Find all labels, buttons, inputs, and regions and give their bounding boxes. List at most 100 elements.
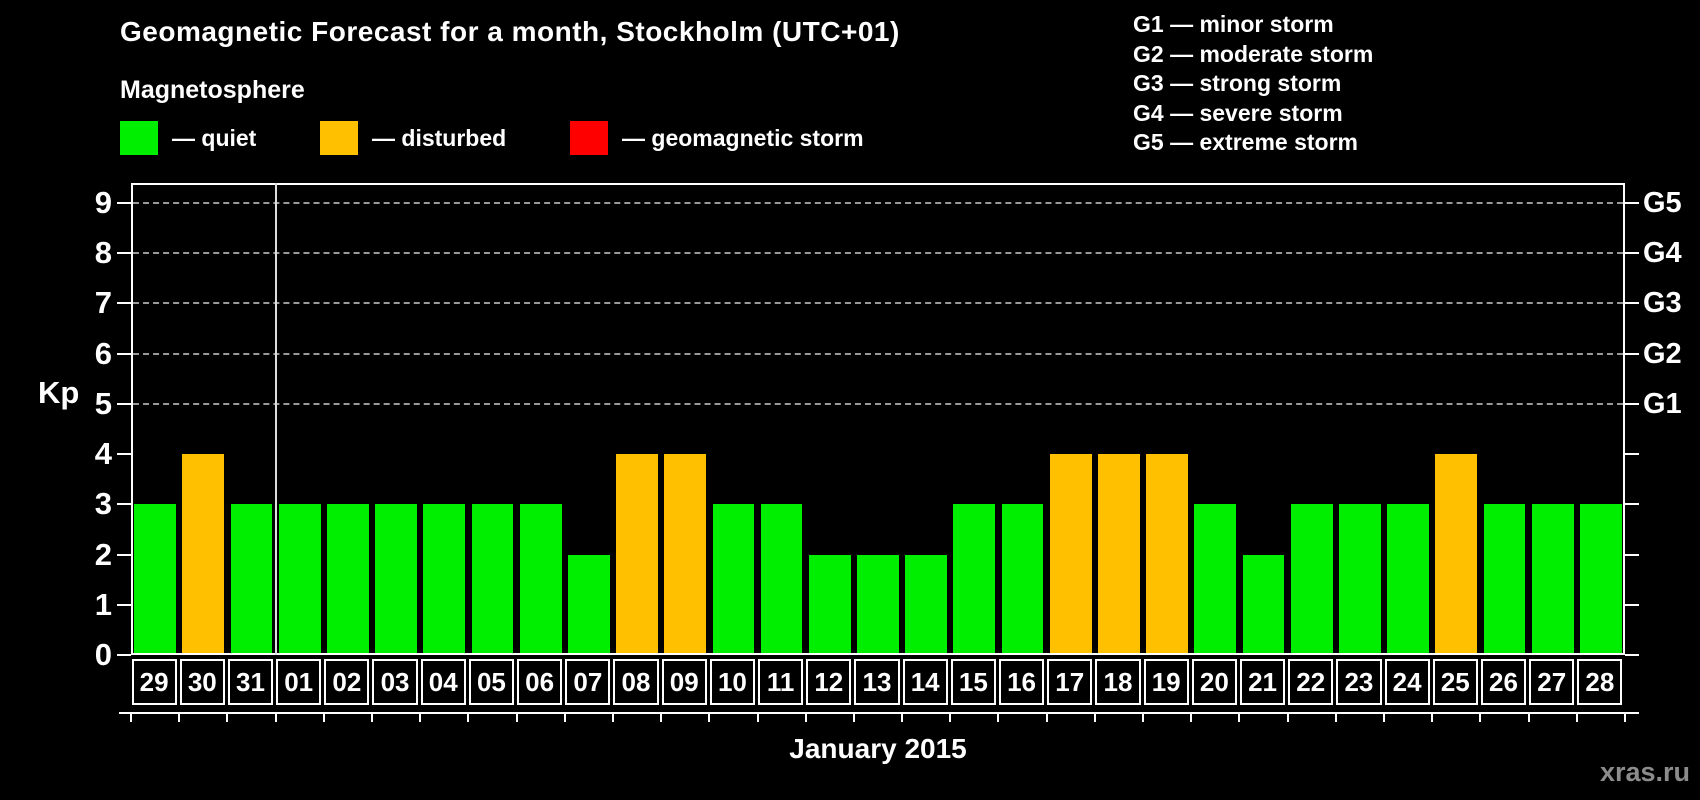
- y-axis-tick-label: 7: [94, 285, 112, 321]
- kp-bar: [519, 504, 562, 653]
- date-cell: 06: [517, 659, 563, 705]
- bottom-axis-tick: [1045, 714, 1048, 722]
- kp-bar: [278, 504, 321, 653]
- month-separator-line: [274, 183, 277, 655]
- date-cell: 24: [1384, 659, 1430, 705]
- date-cell: 18: [1095, 659, 1141, 705]
- y-axis-tick: [117, 603, 131, 606]
- kp-gridline: [133, 352, 1623, 355]
- date-cell: 12: [806, 659, 852, 705]
- kp-bar: [375, 504, 417, 653]
- y-axis-tick: [117, 352, 131, 355]
- bottom-axis-tick: [1431, 714, 1434, 722]
- bottom-axis-tick: [563, 714, 566, 722]
- storm-color-swatch: [570, 121, 608, 155]
- kp-gridline: [133, 302, 1623, 305]
- y-axis-tick: [117, 302, 131, 305]
- date-cell: 01: [276, 659, 322, 705]
- date-cell: 08: [613, 659, 659, 705]
- bottom-axis-tick: [852, 714, 855, 722]
- g-scale-label-g4: G4: [1643, 237, 1682, 270]
- y-axis-tick: [117, 202, 131, 204]
- g-scale-label-g1: G1: [1643, 387, 1682, 420]
- kp-bar: [1290, 504, 1333, 653]
- watermark: xras.ru: [1599, 757, 1690, 787]
- kp-bar: [905, 554, 948, 653]
- date-cell: 02: [324, 659, 370, 705]
- bottom-axis-tick: [274, 714, 277, 722]
- date-cell: 31: [227, 659, 274, 705]
- bottom-axis-tick: [1286, 714, 1289, 722]
- date-cell: 22: [1288, 659, 1334, 705]
- date-cell: 04: [420, 659, 466, 705]
- storm-scale-g2: G2 — moderate storm: [1133, 40, 1374, 67]
- kp-bar: [712, 504, 755, 653]
- date-cell: 27: [1529, 659, 1575, 705]
- bottom-axis-tick: [322, 714, 325, 722]
- legend-label-quiet: — quiet: [172, 124, 257, 151]
- bottom-axis-tick: [660, 714, 663, 722]
- bottom-axis-tick: [1238, 714, 1241, 722]
- bottom-axis-tick: [1575, 714, 1578, 722]
- kp-bar: [1387, 504, 1429, 653]
- right-axis-tick: [1625, 202, 1639, 204]
- storm-scale-g5: G5 — extreme storm: [1133, 129, 1358, 155]
- y-axis-tick-label: 0: [94, 637, 112, 672]
- y-axis-tick-label: 5: [94, 385, 112, 421]
- y-axis-tick: [117, 402, 131, 405]
- date-cell: 25: [1432, 659, 1478, 705]
- kp-bar: [471, 504, 514, 653]
- bottom-axis-tick: [1093, 714, 1096, 722]
- bottom-axis-tick: [178, 714, 181, 722]
- bottom-axis-tick: [756, 714, 759, 722]
- bottom-axis-tick: [419, 714, 422, 722]
- date-cell: 29: [131, 659, 177, 705]
- kp-bar: [230, 504, 273, 653]
- kp-bar: [1483, 504, 1526, 653]
- kp-gridline: [133, 202, 1623, 204]
- bottom-axis-tick: [515, 714, 518, 722]
- bottom-axis-tick: [1383, 714, 1386, 722]
- bottom-axis-tick: [708, 714, 711, 722]
- kp-bar: [1339, 504, 1381, 653]
- kp-bar: [1098, 454, 1140, 653]
- y-axis-tick: [117, 252, 131, 255]
- y-axis-tick-label: 8: [94, 235, 112, 271]
- bottom-axis-tick: [949, 714, 952, 722]
- right-axis-tick: [1625, 654, 1639, 656]
- bottom-axis-tick: [1479, 714, 1482, 722]
- right-axis-tick: [1625, 252, 1639, 255]
- date-cell: 20: [1191, 659, 1237, 705]
- right-axis-tick: [1625, 553, 1639, 556]
- y-axis-tick-label: 6: [94, 335, 112, 371]
- g-scale-label-g2: G2: [1643, 337, 1682, 370]
- disturbed-color-swatch: [320, 121, 358, 155]
- bottom-axis-tick: [130, 714, 132, 722]
- date-cell: 15: [950, 659, 996, 705]
- y-axis-tick: [117, 553, 131, 556]
- magnetosphere-label: Magnetosphere: [120, 76, 305, 104]
- date-cell: 30: [179, 659, 225, 705]
- kp-bar: [1531, 504, 1574, 653]
- y-axis-tick-label: 4: [94, 436, 112, 472]
- kp-bar: [1194, 504, 1237, 653]
- bottom-axis-tick: [997, 714, 1000, 722]
- date-cell: 10: [709, 659, 755, 705]
- kp-bar: [616, 454, 658, 653]
- quiet-color-swatch: [120, 121, 158, 155]
- kp-bar: [1001, 504, 1044, 653]
- g-scale-label-g3: G3: [1643, 287, 1682, 320]
- legend-label-storm: — geomagnetic storm: [622, 124, 864, 151]
- date-cell: 16: [998, 659, 1045, 705]
- page-title: Geomagnetic Forecast for a month, Stockh…: [120, 16, 900, 47]
- kp-bar: [1580, 504, 1622, 653]
- date-cell: 17: [1047, 659, 1093, 705]
- bottom-axis-tick: [370, 714, 373, 722]
- date-cell: 28: [1577, 659, 1623, 705]
- right-axis-tick: [1625, 352, 1639, 355]
- storm-scale-g1: G1 — minor storm: [1133, 11, 1334, 37]
- right-axis-tick: [1625, 302, 1639, 305]
- kp-bar: [953, 504, 996, 653]
- bottom-axis-line: [119, 712, 1639, 714]
- bottom-axis-tick: [1334, 714, 1337, 722]
